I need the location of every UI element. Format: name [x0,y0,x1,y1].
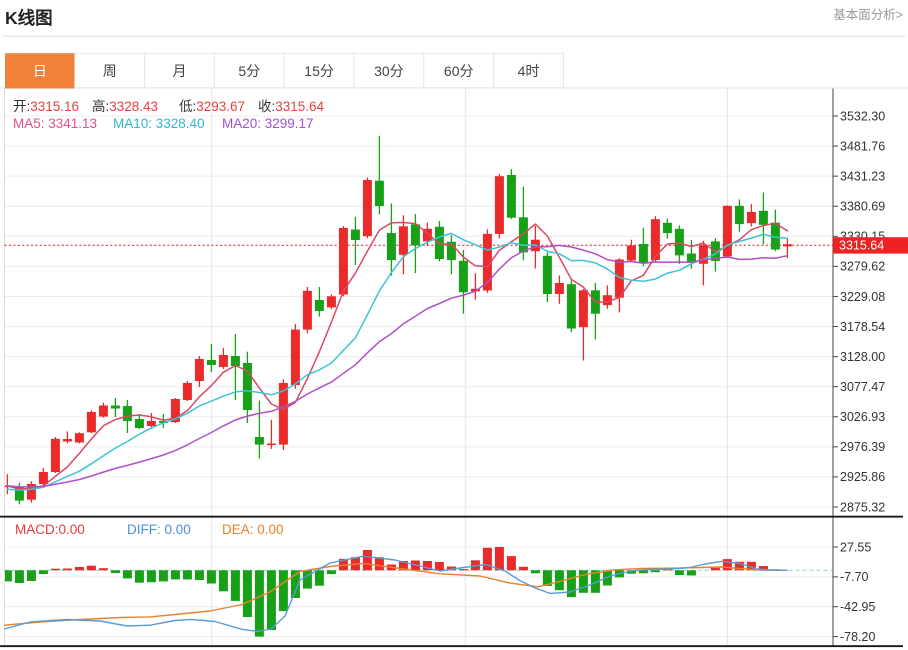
svg-text:-7.70: -7.70 [840,570,869,584]
svg-text:30分: 30分 [374,63,404,79]
svg-text:开:3315.16高:3328.43低:3293.67收:3: 开:3315.16 高:3328.43 低:3293.67 收:3315.64 [13,98,325,114]
svg-text:周: 周 [103,63,117,79]
svg-text:-78.20: -78.20 [840,630,875,644]
svg-text:3128.00: 3128.00 [840,350,885,364]
svg-text:2875.32: 2875.32 [840,500,885,514]
svg-text:3026.93: 3026.93 [840,410,885,424]
svg-text:3532.30: 3532.30 [840,109,885,123]
svg-text:基本面分析>: 基本面分析> [833,8,903,22]
svg-text:3315.64: 3315.64 [839,239,884,253]
svg-text:2976.39: 2976.39 [840,440,885,454]
svg-text:日: 日 [33,63,47,79]
svg-text:3279.62: 3279.62 [840,260,885,274]
svg-text:3229.08: 3229.08 [840,290,885,304]
svg-text:3077.47: 3077.47 [840,380,885,394]
svg-text:15分: 15分 [304,63,334,79]
svg-text:4时: 4时 [518,63,540,79]
svg-text:月: 月 [173,63,187,79]
svg-text:60分: 60分 [444,63,474,79]
svg-text:2925.86: 2925.86 [840,470,885,484]
svg-text:K线图: K线图 [5,8,53,28]
svg-text:5分: 5分 [238,63,260,79]
svg-text:27.55: 27.55 [840,540,871,554]
svg-text:3178.54: 3178.54 [840,320,885,334]
svg-text:3380.69: 3380.69 [840,200,885,214]
svg-text:3481.76: 3481.76 [840,139,885,153]
svg-text:3431.23: 3431.23 [840,169,885,183]
svg-text:-42.95: -42.95 [840,600,875,614]
